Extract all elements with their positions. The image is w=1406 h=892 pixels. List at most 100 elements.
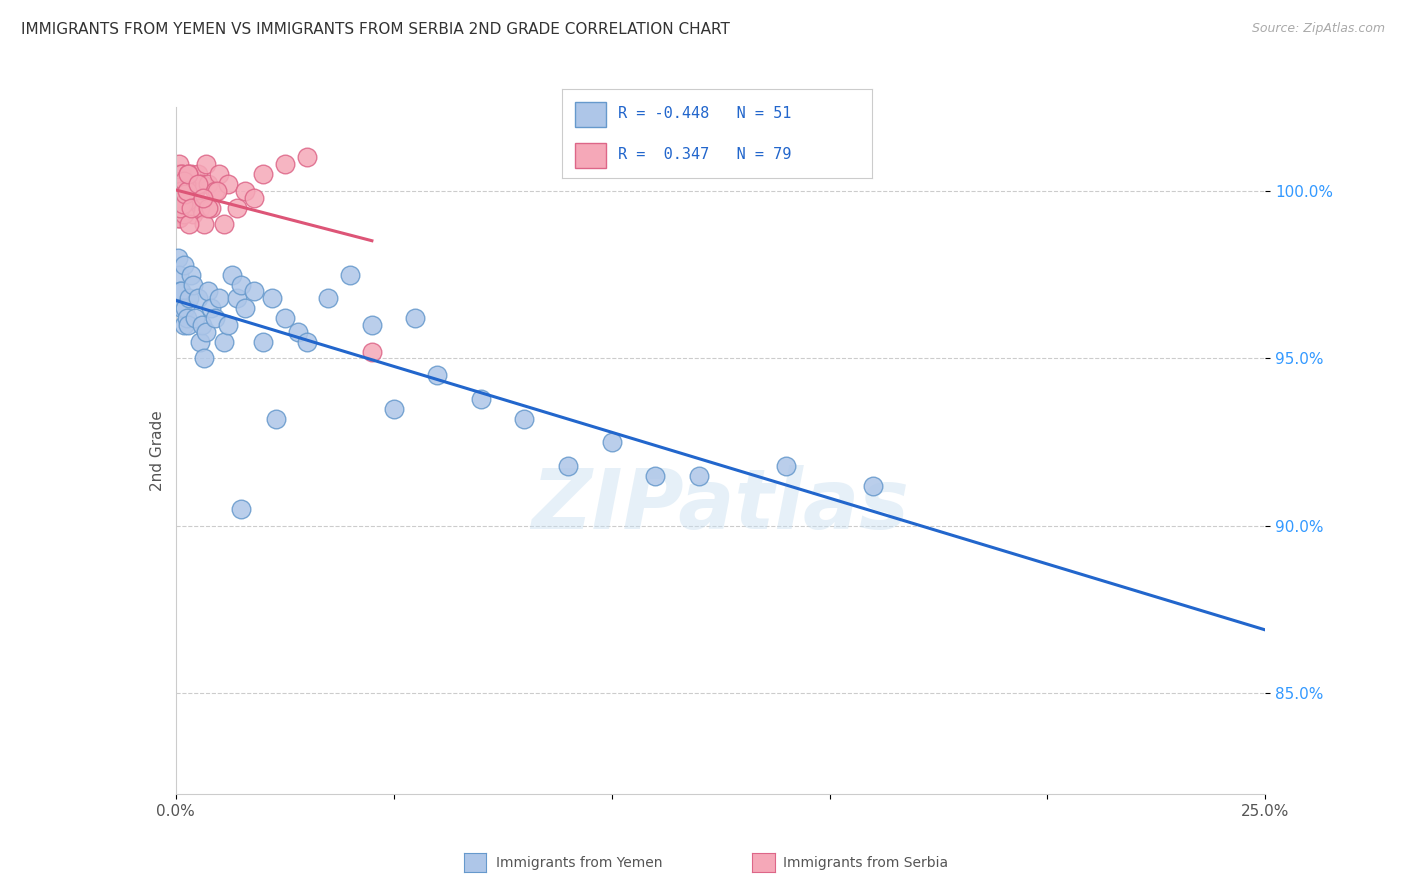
Point: [264, 411, 287, 425]
Point: [217, 318, 239, 332]
Point: [169, 207, 191, 221]
Point: [174, 184, 197, 198]
Point: [172, 203, 194, 218]
Point: [318, 291, 340, 305]
Point: [688, 468, 710, 483]
Point: [217, 177, 239, 191]
Point: [169, 201, 191, 215]
Point: [195, 325, 218, 339]
Point: [191, 190, 214, 204]
Point: [180, 201, 202, 215]
Point: [186, 291, 209, 305]
Point: [274, 157, 297, 171]
Point: [862, 478, 884, 492]
Point: [170, 167, 193, 181]
Point: [187, 177, 209, 191]
Point: [172, 197, 194, 211]
Point: [177, 167, 200, 181]
Point: [339, 268, 361, 282]
Point: [167, 184, 190, 198]
Point: [174, 184, 197, 198]
Point: [180, 167, 202, 181]
Point: [170, 177, 193, 191]
Point: [361, 344, 384, 359]
Point: [225, 291, 247, 305]
Point: [212, 334, 235, 349]
Point: [174, 187, 197, 202]
Point: [212, 217, 235, 231]
Point: [176, 177, 198, 191]
Point: [167, 167, 190, 181]
Point: [260, 291, 283, 305]
Point: [184, 184, 207, 198]
Point: [170, 174, 193, 188]
FancyBboxPatch shape: [575, 102, 606, 127]
Point: [173, 258, 195, 272]
Point: [470, 392, 492, 406]
Point: [513, 411, 536, 425]
Point: [170, 184, 193, 198]
Point: [176, 190, 198, 204]
Point: [200, 301, 222, 315]
Point: [243, 285, 266, 299]
Point: [167, 211, 190, 225]
Point: [208, 291, 231, 305]
Point: [173, 174, 195, 188]
Text: IMMIGRANTS FROM YEMEN VS IMMIGRANTS FROM SERBIA 2ND GRADE CORRELATION CHART: IMMIGRANTS FROM YEMEN VS IMMIGRANTS FROM…: [21, 22, 730, 37]
Point: [172, 184, 194, 198]
Point: [235, 301, 257, 315]
Point: [191, 318, 214, 332]
Point: [193, 217, 215, 231]
Point: [173, 207, 195, 221]
Point: [174, 201, 197, 215]
Point: [172, 190, 194, 204]
Point: [405, 311, 427, 326]
Point: [181, 277, 204, 292]
Point: [174, 187, 197, 202]
Point: [193, 351, 215, 366]
Point: [188, 334, 211, 349]
Point: [243, 190, 266, 204]
Point: [167, 190, 190, 204]
Point: [600, 435, 623, 450]
Point: [174, 301, 197, 315]
Point: [775, 458, 797, 473]
Point: [176, 311, 198, 326]
Point: [172, 180, 194, 194]
Point: [176, 184, 198, 198]
Point: [167, 211, 190, 225]
Text: R =  0.347   N = 79: R = 0.347 N = 79: [619, 147, 792, 161]
Point: [169, 184, 191, 198]
Point: [644, 468, 666, 483]
Point: [181, 207, 204, 221]
Point: [186, 167, 209, 181]
Point: [200, 201, 222, 215]
Point: [177, 291, 200, 305]
Point: [204, 311, 226, 326]
Point: [173, 177, 195, 191]
Point: [557, 458, 579, 473]
Point: [195, 157, 218, 171]
Y-axis label: 2nd Grade: 2nd Grade: [149, 410, 165, 491]
Point: [170, 194, 193, 208]
Point: [295, 334, 318, 349]
Point: [205, 184, 228, 198]
Point: [169, 201, 191, 215]
Point: [174, 177, 197, 191]
Point: [191, 177, 214, 191]
Point: [382, 401, 405, 416]
Point: [177, 194, 200, 208]
Point: [188, 201, 211, 215]
Point: [181, 190, 204, 204]
Point: [166, 177, 188, 191]
Point: [169, 167, 191, 181]
Point: [177, 318, 200, 332]
Point: [172, 190, 194, 204]
Point: [166, 184, 188, 198]
Point: [225, 201, 247, 215]
Text: Source: ZipAtlas.com: Source: ZipAtlas.com: [1251, 22, 1385, 36]
Point: [167, 190, 190, 204]
FancyBboxPatch shape: [575, 143, 606, 168]
Point: [184, 311, 207, 326]
Text: ZIPatlas: ZIPatlas: [531, 465, 910, 546]
